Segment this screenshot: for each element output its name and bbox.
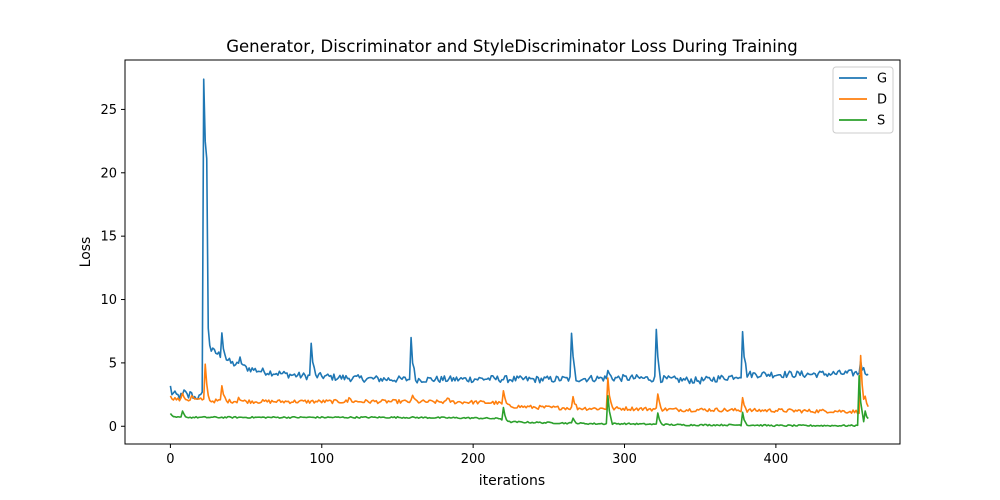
series-line-G bbox=[169, 78, 869, 400]
y-tick-label: 25 bbox=[100, 103, 117, 118]
series-line-S bbox=[169, 374, 869, 428]
legend-frame bbox=[832, 66, 894, 134]
x-tick-label: 0 bbox=[166, 452, 174, 467]
chart-title: Generator, Discriminator and StyleDiscri… bbox=[226, 37, 798, 56]
y-axis: 0 5 10 15 20 25 bbox=[100, 103, 125, 435]
legend-label-S: S bbox=[877, 114, 885, 129]
y-tick-label: 20 bbox=[100, 166, 117, 181]
x-tick-label: 200 bbox=[461, 452, 486, 467]
y-tick-label: 15 bbox=[100, 230, 117, 245]
x-tick-label: 100 bbox=[309, 452, 334, 467]
y-tick-label: 10 bbox=[100, 293, 117, 308]
x-tick-label: 400 bbox=[763, 452, 788, 467]
y-tick-label: 0 bbox=[109, 420, 117, 435]
legend: GDS bbox=[832, 66, 894, 134]
x-tick-label: 300 bbox=[612, 452, 637, 467]
axes-frame bbox=[124, 59, 901, 445]
legend-label-G: G bbox=[877, 72, 887, 87]
series-line-D bbox=[169, 354, 869, 415]
x-axis: 0 100 200 300 400 bbox=[166, 444, 788, 467]
plot-area bbox=[124, 59, 901, 445]
y-tick-label: 5 bbox=[109, 356, 117, 371]
y-axis-label: Loss bbox=[78, 237, 94, 268]
legend-label-D: D bbox=[877, 93, 887, 108]
x-axis-label: iterations bbox=[479, 473, 545, 489]
series-layer bbox=[169, 78, 869, 428]
axes-background bbox=[125, 60, 900, 444]
